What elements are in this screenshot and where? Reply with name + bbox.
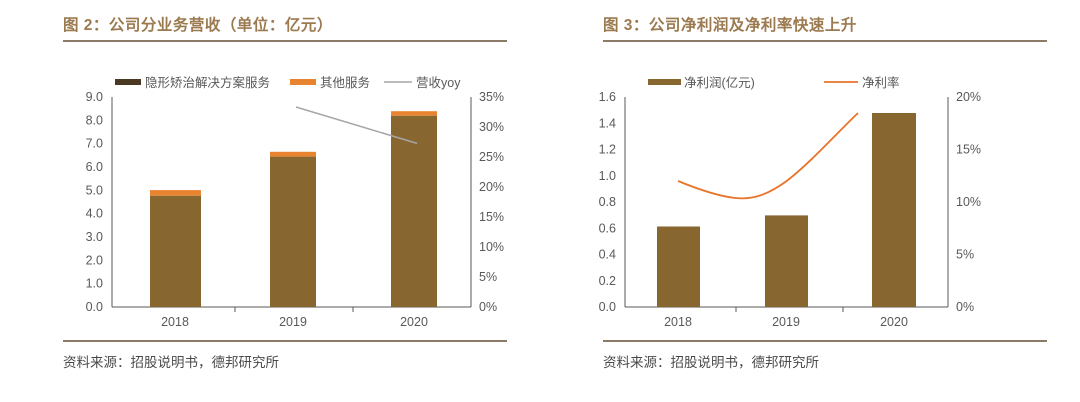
svg-text:20%: 20% (956, 90, 981, 104)
svg-text:3.0: 3.0 (86, 230, 103, 244)
svg-text:净利润(亿元): 净利润(亿元) (684, 75, 755, 90)
svg-text:0.8: 0.8 (599, 195, 616, 209)
svg-text:7.0: 7.0 (86, 137, 103, 151)
svg-text:2020: 2020 (400, 315, 428, 329)
svg-text:15%: 15% (479, 210, 504, 224)
svg-text:2020: 2020 (880, 315, 908, 329)
svg-text:35%: 35% (479, 90, 504, 104)
svg-text:1.0: 1.0 (86, 277, 103, 291)
svg-text:20%: 20% (479, 180, 504, 194)
svg-text:净利率: 净利率 (862, 75, 900, 90)
svg-text:1.0: 1.0 (599, 169, 616, 183)
svg-text:9.0: 9.0 (86, 90, 103, 104)
svg-text:0.2: 0.2 (599, 274, 616, 288)
svg-text:2018: 2018 (664, 315, 692, 329)
svg-text:1.6: 1.6 (599, 90, 616, 104)
svg-text:1.2: 1.2 (599, 143, 616, 157)
svg-text:4.0: 4.0 (86, 207, 103, 221)
svg-text:2018: 2018 (161, 315, 189, 329)
svg-text:30%: 30% (479, 120, 504, 134)
svg-text:0%: 0% (479, 300, 497, 314)
svg-text:15%: 15% (956, 143, 981, 157)
svg-text:5.0: 5.0 (86, 183, 103, 197)
svg-text:25%: 25% (479, 150, 504, 164)
svg-text:8.0: 8.0 (86, 113, 103, 127)
svg-text:6.0: 6.0 (86, 160, 103, 174)
svg-text:1.4: 1.4 (599, 116, 616, 130)
svg-text:5%: 5% (956, 248, 974, 262)
svg-text:5%: 5% (479, 270, 497, 284)
svg-text:2019: 2019 (772, 315, 800, 329)
svg-text:营收yoy: 营收yoy (416, 76, 461, 90)
svg-text:0.4: 0.4 (599, 248, 616, 262)
svg-text:0.6: 0.6 (599, 221, 616, 235)
svg-text:其他服务: 其他服务 (320, 75, 370, 90)
svg-text:10%: 10% (479, 240, 504, 254)
svg-text:隐形矫治解决方案服务: 隐形矫治解决方案服务 (145, 75, 270, 90)
svg-text:2.0: 2.0 (86, 253, 103, 267)
svg-text:2019: 2019 (279, 315, 307, 329)
svg-text:10%: 10% (956, 195, 981, 209)
svg-text:0%: 0% (956, 300, 974, 314)
svg-text:0.0: 0.0 (599, 300, 616, 314)
svg-text:0.0: 0.0 (86, 300, 103, 314)
